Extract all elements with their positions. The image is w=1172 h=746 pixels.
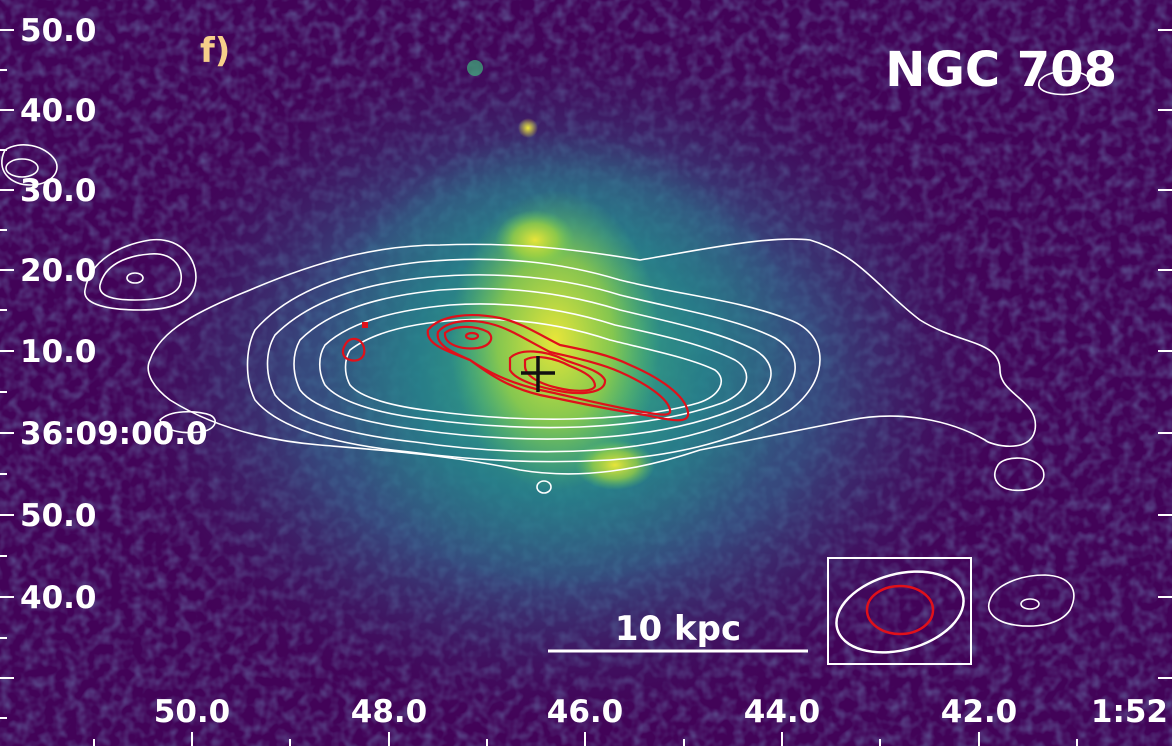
emission-blob xyxy=(495,210,575,270)
y-tick-label: 50.0 xyxy=(20,498,97,534)
radio-contours-white xyxy=(1,70,1091,627)
y-tick-label: 40.0 xyxy=(20,93,97,129)
point-source xyxy=(518,118,538,138)
emission-blob xyxy=(575,440,655,490)
scale-bar-label: 10 kpc xyxy=(615,609,741,649)
y-tick-label: 10.0 xyxy=(20,334,97,370)
x-tick-label: 48.0 xyxy=(351,694,428,730)
cross-icon xyxy=(521,356,555,392)
panel-label: f) xyxy=(200,31,230,71)
x-tick-label: 44.0 xyxy=(744,694,821,730)
x-tick-label: 42.0 xyxy=(941,694,1018,730)
x-tick-label: 50.0 xyxy=(154,694,231,730)
y-tick-label: 20.0 xyxy=(20,253,97,289)
emission-core xyxy=(450,190,660,490)
y-tick-label: 50.0 xyxy=(20,13,97,49)
beam-ellipse-icon xyxy=(827,557,972,665)
x-tick-label: 46.0 xyxy=(547,694,624,730)
y-ticks-right xyxy=(1158,29,1172,679)
x-tick-label: 1:52 xyxy=(1091,694,1168,730)
y-tick-label: 30.0 xyxy=(20,173,97,209)
y-tick-label: 36:09:00.0 xyxy=(20,416,208,452)
point-source xyxy=(467,60,483,76)
x-ticks xyxy=(93,732,1078,746)
y-ticks xyxy=(0,29,14,719)
image-title: NGC 708 xyxy=(885,42,1117,98)
y-tick-label: 40.0 xyxy=(20,580,97,616)
